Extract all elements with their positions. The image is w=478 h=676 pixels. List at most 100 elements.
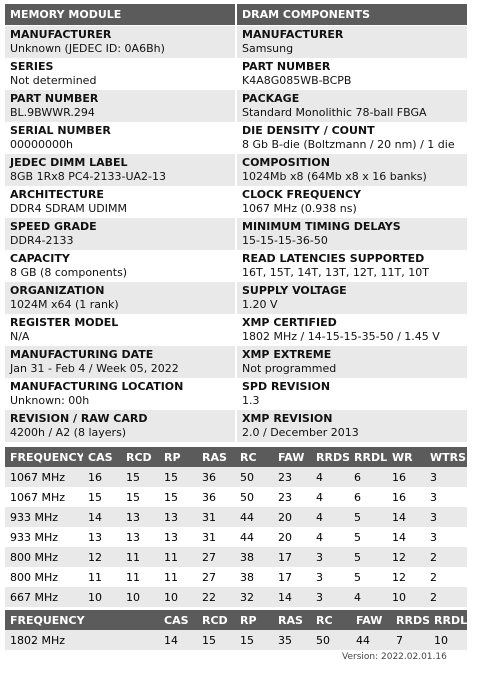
- table-cell: 11: [121, 567, 159, 587]
- field-label: SERIAL NUMBER: [10, 124, 111, 137]
- table-cell: 15: [235, 630, 273, 650]
- field-row: MANUFACTURING DATE Jan 31 - Feb 4 / Week …: [5, 346, 235, 378]
- field-row: SERIAL NUMBER 00000000h: [5, 122, 235, 154]
- field-label: REGISTER MODEL: [10, 316, 119, 329]
- table-cell: 3: [425, 467, 467, 487]
- field-label: XMP EXTREME: [242, 348, 332, 361]
- field-label: JEDEC DIMM LABEL: [10, 156, 128, 169]
- field-row: SPD REVISION 1.3: [237, 378, 467, 410]
- table-row: 800 MHz 12 11 11 27 38 17 3 5 12 2: [5, 547, 467, 567]
- field-row: CLOCK FREQUENCY 1067 MHz (0.938 ns): [237, 186, 467, 218]
- table-cell: 7: [391, 630, 429, 650]
- table-cell: 13: [159, 527, 197, 547]
- table-cell: 3: [311, 547, 349, 567]
- table-cell: 933 MHz: [5, 507, 83, 527]
- table-cell: 2: [425, 567, 467, 587]
- table-cell: 27: [197, 567, 235, 587]
- table-cell: 4: [311, 487, 349, 507]
- column-header: RRDL: [429, 610, 467, 630]
- field-value: 4200h / A2 (8 layers): [10, 426, 127, 439]
- module-fields: MANUFACTURER Unknown (JEDEC ID: 0A6Bh) SER…: [5, 26, 235, 442]
- field-row: ARCHITECTURE DDR4 SDRAM UDIMM: [5, 186, 235, 218]
- table-row: 667 MHz 10 10 10 22 32 14 3 4 10 2: [5, 587, 467, 607]
- table-cell: 27: [197, 547, 235, 567]
- field-label: DIE DENSITY / COUNT: [242, 124, 375, 137]
- table-cell: 50: [235, 487, 273, 507]
- table-cell: 1067 MHz: [5, 467, 83, 487]
- field-row: COMPOSITION 1024Mb x8 (64Mb x8 x 16 banks…: [237, 154, 467, 186]
- table-cell: 44: [235, 527, 273, 547]
- column-header: RRDS: [311, 447, 349, 467]
- table-row: 800 MHz 11 11 11 27 38 17 3 5 12 2: [5, 567, 467, 587]
- table-cell: 50: [235, 467, 273, 487]
- table-cell: 11: [121, 547, 159, 567]
- column-header: RRDS: [391, 610, 429, 630]
- field-value: 1024Mb x8 (64Mb x8 x 16 banks): [242, 170, 427, 183]
- field-row: REGISTER MODEL N/A: [5, 314, 235, 346]
- column-header: RC: [311, 610, 351, 630]
- field-row: PART NUMBER K4A8G085WB-BCPB: [237, 58, 467, 90]
- table-cell: 15: [121, 467, 159, 487]
- field-row: SPEED GRADE DDR4-2133: [5, 218, 235, 250]
- table-cell: 15: [83, 487, 121, 507]
- table-cell: 17: [273, 567, 311, 587]
- table-cell: 4: [311, 527, 349, 547]
- field-label: PACKAGE: [242, 92, 300, 105]
- field-row: READ LATENCIES SUPPORTED 16T, 15T, 14T, 1…: [237, 250, 467, 282]
- table-cell: 36: [197, 487, 235, 507]
- field-label: READ LATENCIES SUPPORTED: [242, 252, 425, 265]
- dram-fields: MANUFACTURER Samsung PART NUMBER K4A8G085WB…: [237, 26, 467, 442]
- table-cell: 3: [425, 507, 467, 527]
- column-header: FAW: [273, 447, 311, 467]
- field-label: XMP CERTIFIED: [242, 316, 337, 329]
- table-row: 1067 MHz 15 15 15 36 50 23 4 6 16 3: [5, 487, 467, 507]
- field-row: SERIES Not determined: [5, 58, 235, 90]
- field-row: CAPACITY 8 GB (8 components): [5, 250, 235, 282]
- field-label: MANUFACTURING DATE: [10, 348, 154, 361]
- table-cell: 20: [273, 527, 311, 547]
- field-value: Unknown: 00h: [10, 394, 90, 407]
- dram-header: DRAM COMPONENTS: [237, 4, 467, 25]
- table-cell: 3: [311, 567, 349, 587]
- jedec-timings-table: FREQUENCY CAS RCD RP RAS RC FAW RRDS RRDL WR WTRS …: [5, 447, 467, 607]
- table-cell: 10: [83, 587, 121, 607]
- table-cell: 1802 MHz: [5, 630, 159, 650]
- field-label: SPEED GRADE: [10, 220, 97, 233]
- column-header: RCD: [121, 447, 159, 467]
- field-value: Samsung: [242, 42, 294, 55]
- table-cell: 23: [273, 467, 311, 487]
- table-cell: 2: [425, 587, 467, 607]
- field-value: DDR4 SDRAM UDIMM: [10, 202, 127, 215]
- field-value: 1.20 V: [242, 298, 278, 311]
- table-cell: 12: [387, 547, 425, 567]
- module-header: MEMORY MODULE: [5, 4, 235, 25]
- field-label: PART NUMBER: [10, 92, 99, 105]
- field-label: CLOCK FREQUENCY: [242, 188, 362, 201]
- column-header: CAS: [83, 447, 121, 467]
- field-row: SUPPLY VOLTAGE 1.20 V: [237, 282, 467, 314]
- table-row: 1067 MHz 16 15 15 36 50 23 4 6 16 3: [5, 467, 467, 487]
- field-value: Unknown (JEDEC ID: 0A6Bh): [10, 42, 165, 55]
- table-row: 1802 MHz 14 15 15 35 50 44 7 10: [5, 630, 467, 650]
- table-cell: 800 MHz: [5, 567, 83, 587]
- field-value: 00000000h: [10, 138, 73, 151]
- table-cell: 23: [273, 487, 311, 507]
- table-cell: 31: [197, 527, 235, 547]
- column-header: RP: [235, 610, 273, 630]
- field-row: REVISION / RAW CARD 4200h / A2 (8 layers): [5, 410, 235, 442]
- field-value: 1802 MHz / 14-15-15-35-50 / 1.45 V: [242, 330, 440, 343]
- field-row: MINIMUM TIMING DELAYS 15-15-15-36-50: [237, 218, 467, 250]
- field-row: ORGANIZATION 1024M x64 (1 rank): [5, 282, 235, 314]
- field-label: ARCHITECTURE: [10, 188, 104, 201]
- field-row: JEDEC DIMM LABEL 8GB 1Rx8 PC4-2133-UA2-13: [5, 154, 235, 186]
- field-label: REVISION / RAW CARD: [10, 412, 148, 425]
- field-value: Jan 31 - Feb 4 / Week 05, 2022: [10, 362, 179, 375]
- table-cell: 11: [159, 567, 197, 587]
- field-label: CAPACITY: [10, 252, 70, 265]
- version-label: Version: 2022.02.01.16: [342, 652, 447, 662]
- field-label: PART NUMBER: [242, 60, 331, 73]
- table-cell: 13: [159, 507, 197, 527]
- field-row: PART NUMBER BL.9BWWR.294: [5, 90, 235, 122]
- table-cell: 44: [351, 630, 391, 650]
- table-cell: 10: [387, 587, 425, 607]
